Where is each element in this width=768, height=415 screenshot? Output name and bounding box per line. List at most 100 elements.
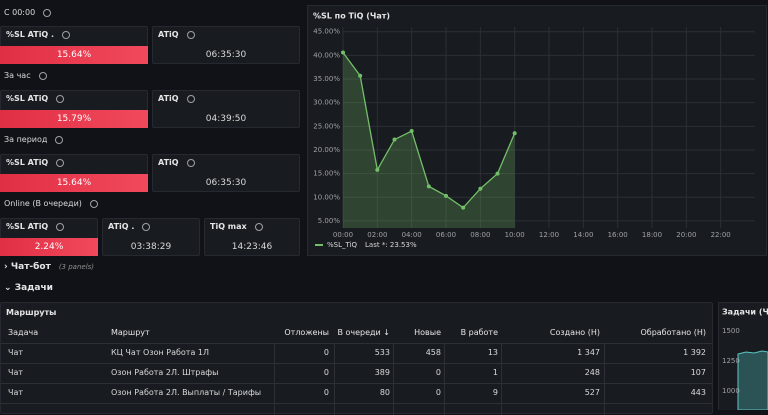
y-tick-label: 40.00% (313, 51, 340, 59)
table-cell: 248 (480, 368, 600, 377)
chart-panel: %SL по TiQ (Чат) 5.00%10.00%15.00%20.00%… (307, 5, 767, 256)
info-icon[interactable] (56, 223, 64, 231)
info-icon[interactable] (56, 95, 64, 103)
stat-value: 06:35:30 (153, 174, 299, 192)
panel-title: %SL ATiQ (6, 158, 64, 167)
info-icon[interactable] (187, 95, 195, 103)
table-cell: 443 (586, 388, 706, 397)
info-icon[interactable] (55, 136, 63, 144)
y-tick-label: 1000 (722, 387, 740, 395)
panel-title: TiQ max (210, 222, 263, 231)
panel-title: Задачи (Чат (722, 308, 768, 317)
section-title-text: За час (4, 71, 31, 80)
section-title: С 00:00 (4, 8, 51, 17)
table-cell: 1 347 (480, 348, 600, 357)
table-cell: 107 (586, 368, 706, 377)
stat-panel: TiQ max 14:23:46 (204, 218, 300, 256)
info-icon[interactable] (56, 159, 64, 167)
table-cell: Озон Работа 2Л. Штрафы (111, 368, 218, 377)
stat-value: 14:23:46 (205, 238, 299, 256)
panel-title: %SL ATiQ . (6, 30, 70, 39)
info-icon[interactable] (39, 72, 47, 80)
x-tick-label: 14:00 (573, 231, 593, 239)
info-icon[interactable] (187, 31, 195, 39)
section-title: За час (4, 71, 47, 80)
table-cell: Чат (8, 348, 23, 357)
x-tick-label: 22:00 (711, 231, 731, 239)
x-tick-label: 02:00 (367, 231, 387, 239)
table-cell: КЦ Чат Озон Работа 1Л (111, 348, 209, 357)
x-tick-label: 10:00 (505, 231, 525, 239)
point (444, 194, 448, 198)
legend-name: %SL_TiQ (327, 241, 358, 249)
info-icon[interactable] (142, 223, 150, 231)
panel-title-text: %SL ATiQ (6, 94, 48, 103)
stat-panel: %SL ATiQ 2.24% (0, 218, 98, 256)
panel-title: Маршруты (6, 308, 56, 317)
panel-title-text: ATiQ (158, 30, 179, 39)
info-icon[interactable] (255, 223, 263, 231)
table-cell: Чат (8, 388, 23, 397)
table-cell: 1 392 (586, 348, 706, 357)
area-decoration (738, 351, 768, 410)
stat-panel: ATiQ 06:35:30 (152, 26, 300, 64)
panel-title-text: %SL ATiQ . (6, 30, 54, 39)
table-header: Задача (8, 328, 38, 337)
panel-title: %SL ATiQ (6, 94, 64, 103)
row-note: (3 panels) (59, 263, 94, 271)
stat-value: 2.24% (0, 238, 98, 256)
panel-title-text: %SL ATiQ (6, 222, 48, 231)
table-header: Обработано (Н) (586, 328, 706, 337)
info-icon[interactable] (62, 31, 70, 39)
collapsed-row[interactable]: › Чат-бот(3 panels) (4, 262, 94, 272)
x-tick-label: 16:00 (608, 231, 628, 239)
row-header[interactable]: ⌄ Задачи (4, 283, 53, 293)
stat-value: 15.64% (0, 46, 148, 64)
x-tick-label: 18:00 (642, 231, 662, 239)
y-tick-label: 15.00% (313, 170, 340, 178)
y-tick-label: 25.00% (313, 122, 340, 130)
point (393, 138, 397, 142)
row-separator (1, 363, 712, 364)
x-tick-label: 20:00 (676, 231, 696, 239)
info-icon[interactable] (90, 200, 98, 208)
x-tick-label: 06:00 (436, 231, 456, 239)
point (341, 51, 345, 55)
table-cell: 527 (480, 388, 600, 397)
point (358, 74, 362, 78)
y-tick-label: 5.00% (318, 217, 341, 225)
point (461, 206, 465, 210)
y-tick-label: 30.00% (313, 99, 340, 107)
point (410, 129, 414, 133)
section-title-text: За период (4, 135, 47, 144)
stat-value: 06:35:30 (153, 46, 299, 64)
stat-value: 03:38:29 (103, 238, 199, 256)
info-icon[interactable] (187, 159, 195, 167)
x-tick-label: 12:00 (539, 231, 559, 239)
point (375, 168, 379, 172)
panel-title: ATiQ . (108, 222, 150, 231)
chart-title: %SL по TiQ (Чат) (313, 12, 390, 21)
x-tick-label: 08:00 (470, 231, 490, 239)
row-separator (1, 343, 712, 344)
panel-title: %SL ATiQ (6, 222, 64, 231)
row-title: Чат-бот (11, 262, 51, 272)
info-icon[interactable] (43, 9, 51, 17)
row-separator (1, 403, 712, 404)
x-tick-label: 04:00 (402, 231, 422, 239)
section-title-text: С 00:00 (4, 8, 35, 17)
y-tick-label: 10.00% (313, 193, 340, 201)
row-title: Задачи (15, 283, 53, 293)
point (478, 187, 482, 191)
point (427, 184, 431, 188)
y-tick-label: 45.00% (313, 28, 340, 36)
y-tick-label: 35.00% (313, 75, 340, 83)
stat-panel: ATiQ . 03:38:29 (102, 218, 200, 256)
table-header: Создано (Н) (480, 328, 600, 337)
